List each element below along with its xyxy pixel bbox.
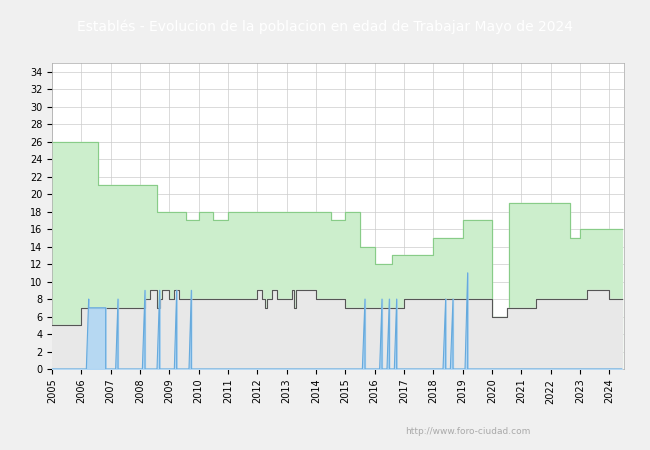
Text: http://www.foro-ciudad.com: http://www.foro-ciudad.com: [406, 428, 530, 436]
Text: Establés - Evolucion de la poblacion en edad de Trabajar Mayo de 2024: Establés - Evolucion de la poblacion en …: [77, 20, 573, 34]
